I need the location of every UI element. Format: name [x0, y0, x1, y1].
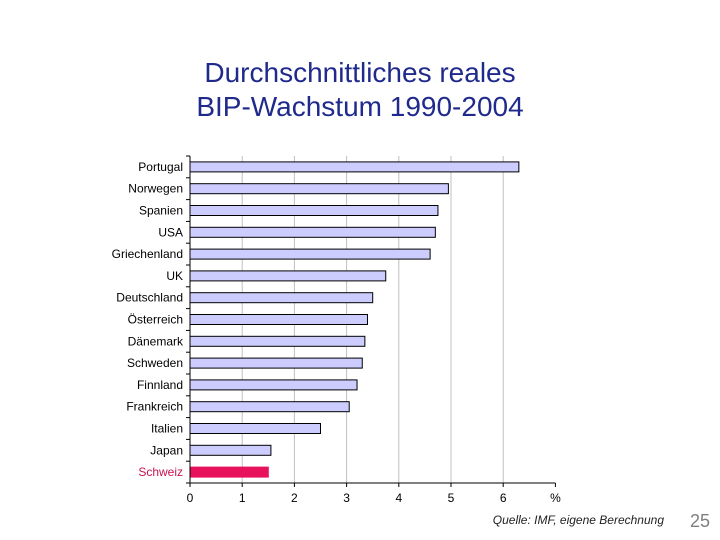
title-line-2: BIP-Wachstum 1990-2004 — [196, 91, 524, 122]
bar-uk — [189, 270, 387, 282]
title-line-1: Durchschnittliches reales — [204, 57, 516, 88]
category-label: Griechenland — [112, 247, 183, 261]
bar-portugal — [189, 161, 520, 173]
bar-norwegen — [189, 183, 449, 195]
slide-number: 25 — [689, 511, 710, 531]
category-label: Schweden — [127, 356, 183, 370]
bar-japan — [189, 444, 272, 456]
category-label: Italien — [151, 422, 183, 436]
bar-spanien — [189, 205, 439, 216]
category-label: Norwegen — [128, 182, 183, 196]
bar-frankreich — [189, 401, 350, 413]
source-note: Quelle: IMF, eigene Berechnung — [492, 513, 664, 527]
category-label: Spanien — [139, 204, 183, 218]
bar-italien — [189, 423, 321, 434]
category-label: USA — [158, 225, 183, 239]
x-tick-label: 0 — [187, 491, 194, 505]
x-tick-label: 1 — [239, 491, 246, 505]
x-tick-label: 2 — [291, 491, 298, 505]
category-label: Frankreich — [126, 400, 183, 414]
category-label: Dänemark — [128, 334, 184, 348]
x-tick-label: 6 — [500, 491, 507, 505]
category-label: UK — [166, 269, 183, 283]
category-label: Portugal — [138, 160, 183, 174]
x-tick-label: 4 — [395, 491, 402, 505]
x-tick-label: 5 — [448, 491, 455, 505]
bar-schweiz — [189, 466, 269, 478]
bar-deutschland — [189, 292, 374, 304]
category-label: Finnland — [137, 378, 183, 392]
category-label: Österreich — [128, 313, 183, 327]
bar-schweden — [189, 357, 363, 369]
bar-usa — [189, 226, 436, 238]
bar-griechenland — [189, 248, 431, 260]
chart-title: Durchschnittliches reales BIP-Wachstum 1… — [150, 56, 570, 124]
bar-dänemark — [189, 335, 366, 347]
category-label: Deutschland — [116, 291, 183, 305]
x-tick-label: 3 — [343, 491, 350, 505]
category-label: Schweiz — [138, 465, 183, 479]
x-tick-label: % — [550, 491, 561, 505]
bar-finnland — [189, 379, 358, 391]
category-label: Japan — [150, 443, 183, 457]
bar-österreich — [189, 314, 368, 325]
